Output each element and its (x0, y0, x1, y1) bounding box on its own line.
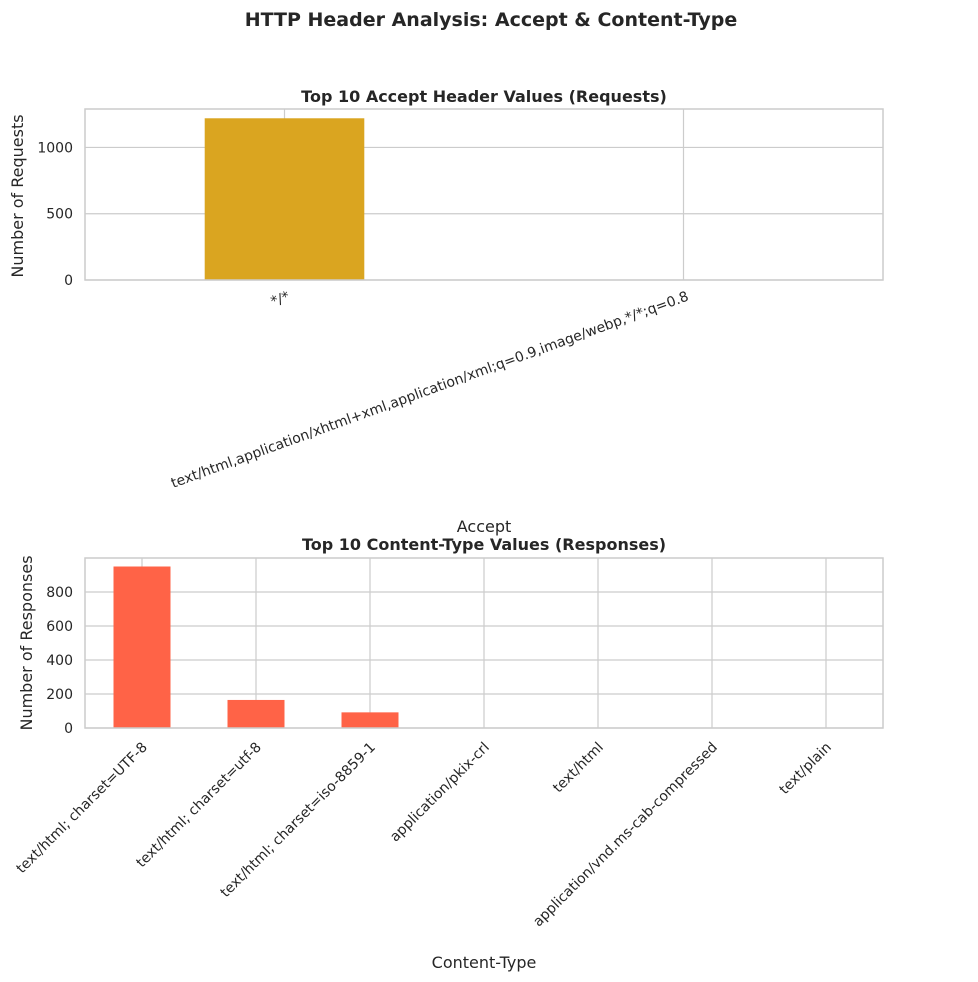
content-type-y-axis-label: Number of Responses (17, 555, 36, 730)
content-type-chart-title: Top 10 Content-Type Values (Responses) (302, 535, 666, 554)
accept-y-tick-label: 500 (46, 207, 73, 223)
content-type-bar (113, 566, 171, 728)
accept-y-axis-label: Number of Requests (8, 114, 27, 277)
content-type-x-tick-label: text/html; charset=UTF-8 (13, 740, 150, 877)
accept-bar (204, 118, 365, 280)
content-type-y-tick-label: 200 (46, 687, 73, 703)
content-type-bar (227, 699, 285, 728)
content-type-x-tick-label: application/vnd.ms-cab-compressed (530, 740, 721, 931)
content-type-x-tick-label: text/html (550, 740, 607, 797)
accept-bar-chart: Top 10 Accept Header Values (Requests) A… (8, 87, 884, 536)
accept-y-tick-label: 0 (64, 273, 73, 289)
content-type-x-axis-label: Content-Type (432, 953, 537, 972)
content-type-y-tick-label: 400 (46, 653, 73, 669)
content-type-y-tick-label: 800 (46, 585, 73, 601)
accept-x-tick-label: text/html,application/xhtml+xml,applicat… (169, 289, 691, 492)
content-type-bar-chart: Top 10 Content-Type Values (Responses) C… (13, 535, 884, 972)
accept-y-tick-label: 1000 (37, 140, 73, 156)
accept-axes-frame (84, 108, 884, 281)
content-type-y-tick-label: 0 (64, 721, 73, 737)
content-type-x-tick-label: application/pkix-crl (387, 740, 493, 846)
accept-chart-title: Top 10 Accept Header Values (Requests) (301, 87, 667, 106)
content-type-y-tick-label: 600 (46, 619, 73, 635)
content-type-bar (341, 712, 399, 728)
content-type-axes-frame (84, 557, 884, 729)
accept-x-axis-label: Accept (457, 517, 512, 536)
content-type-x-tick-label: text/plain (777, 740, 835, 798)
figure-suptitle: HTTP Header Analysis: Accept & Content-T… (245, 9, 738, 31)
accept-x-tick-label: */* (269, 289, 292, 310)
content-type-x-tick-label: text/html; charset=utf-8 (133, 740, 264, 871)
